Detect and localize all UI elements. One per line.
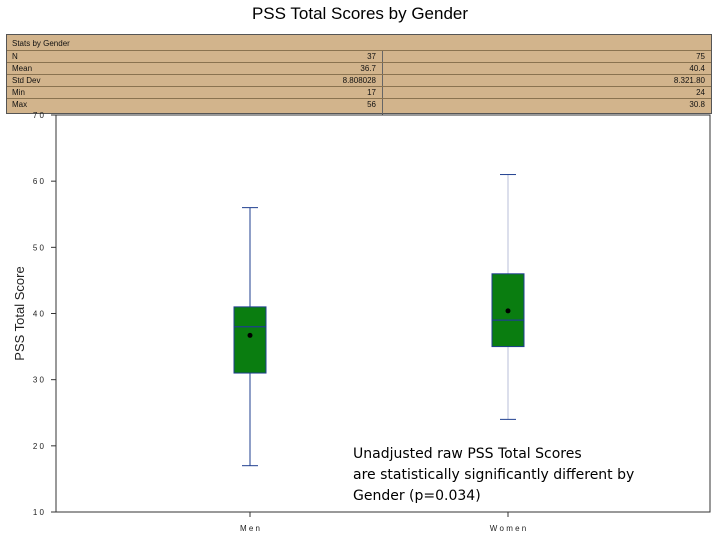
y-tick-label: 7 0 [33,111,45,120]
stats-header: Stats by Gender [12,39,70,48]
y-tick-label: 2 0 [33,442,45,451]
y-tick-label: 1 0 [33,508,45,517]
y-tick-label: 6 0 [33,177,45,186]
stats-women-value: 8.321.80 [673,76,705,85]
stats-label: N [12,52,18,61]
stats-label: Min [12,88,25,97]
annotation-line: Unadjusted raw PSS Total Scores [353,446,582,462]
stats-row: Std Dev 8.808028 8.321.80 [7,74,711,86]
stats-row: Min 17 24 [7,86,711,98]
stats-divider [382,50,383,115]
stats-label: Std Dev [12,76,41,85]
stats-panel: Stats by Gender N 37 75 Mean 36.7 40.4 S… [6,34,712,115]
annotation-line: are statistically significantly differen… [353,467,635,483]
stats-women-value: 24 [696,88,705,97]
stats-women-value: 75 [696,52,705,61]
stats-row: Max 56 30.8 [7,98,711,114]
stats-row: Mean 36.7 40.4 [7,62,711,74]
y-tick-label: 4 0 [33,310,45,319]
mean-marker [247,332,253,338]
y-tick-label: 3 0 [33,376,45,385]
box-iqr [233,306,267,374]
y-axis-label: PSS Total Score [12,266,27,360]
annotation-note: Unadjusted raw PSS Total Scores are stat… [353,444,653,507]
mean-marker [505,308,511,314]
x-tick-label: W o m e n [490,524,526,533]
stats-women-value: 30.8 [689,100,705,109]
stats-label: Max [12,100,28,109]
y-tick-label: 5 0 [33,243,45,252]
stats-men-value: 37 [367,52,376,61]
stats-men-value: 8.808028 [342,76,376,85]
stats-label: Mean [12,64,33,73]
stats-men-value: 36.7 [360,64,376,73]
stats-men-value: 56 [367,100,376,109]
stats-women-value: 40.4 [689,64,705,73]
x-tick-label: M e n [240,524,260,533]
stats-row: N 37 75 [7,50,711,62]
annotation-line: Gender (p=0.034) [353,488,481,504]
stats-men-value: 17 [367,88,376,97]
chart-title: PSS Total Scores by Gender [251,4,469,23]
